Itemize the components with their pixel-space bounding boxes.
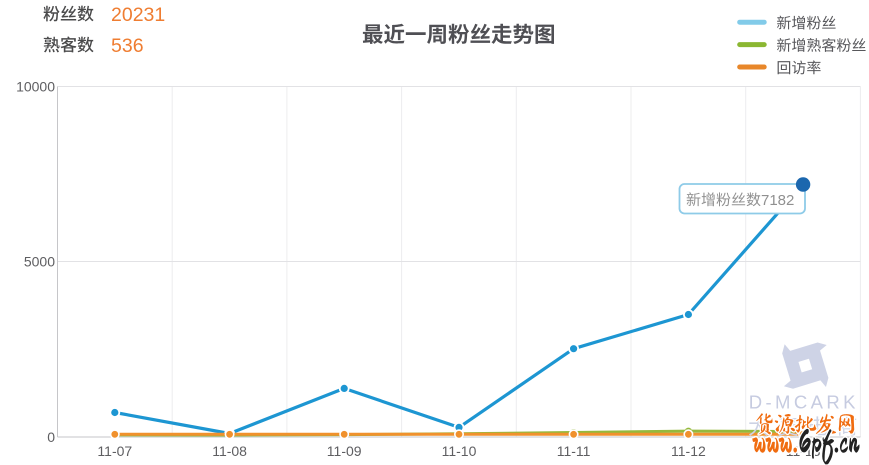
svg-text:D-MCARK: D-MCARK xyxy=(749,392,859,413)
svg-text:536: 536 xyxy=(111,35,144,57)
svg-text:11-09: 11-09 xyxy=(327,443,362,459)
svg-text:11-08: 11-08 xyxy=(212,443,247,459)
svg-text:11-10: 11-10 xyxy=(442,443,477,459)
svg-text:11-11: 11-11 xyxy=(557,443,591,459)
svg-text:7182: 7182 xyxy=(761,192,794,209)
svg-text:20231: 20231 xyxy=(111,4,165,26)
svg-text:10000: 10000 xyxy=(16,79,55,95)
svg-text:0: 0 xyxy=(47,429,55,445)
svg-text:5000: 5000 xyxy=(24,254,55,270)
svg-text:11-12: 11-12 xyxy=(671,443,706,459)
svg-text:11-07: 11-07 xyxy=(97,443,132,459)
